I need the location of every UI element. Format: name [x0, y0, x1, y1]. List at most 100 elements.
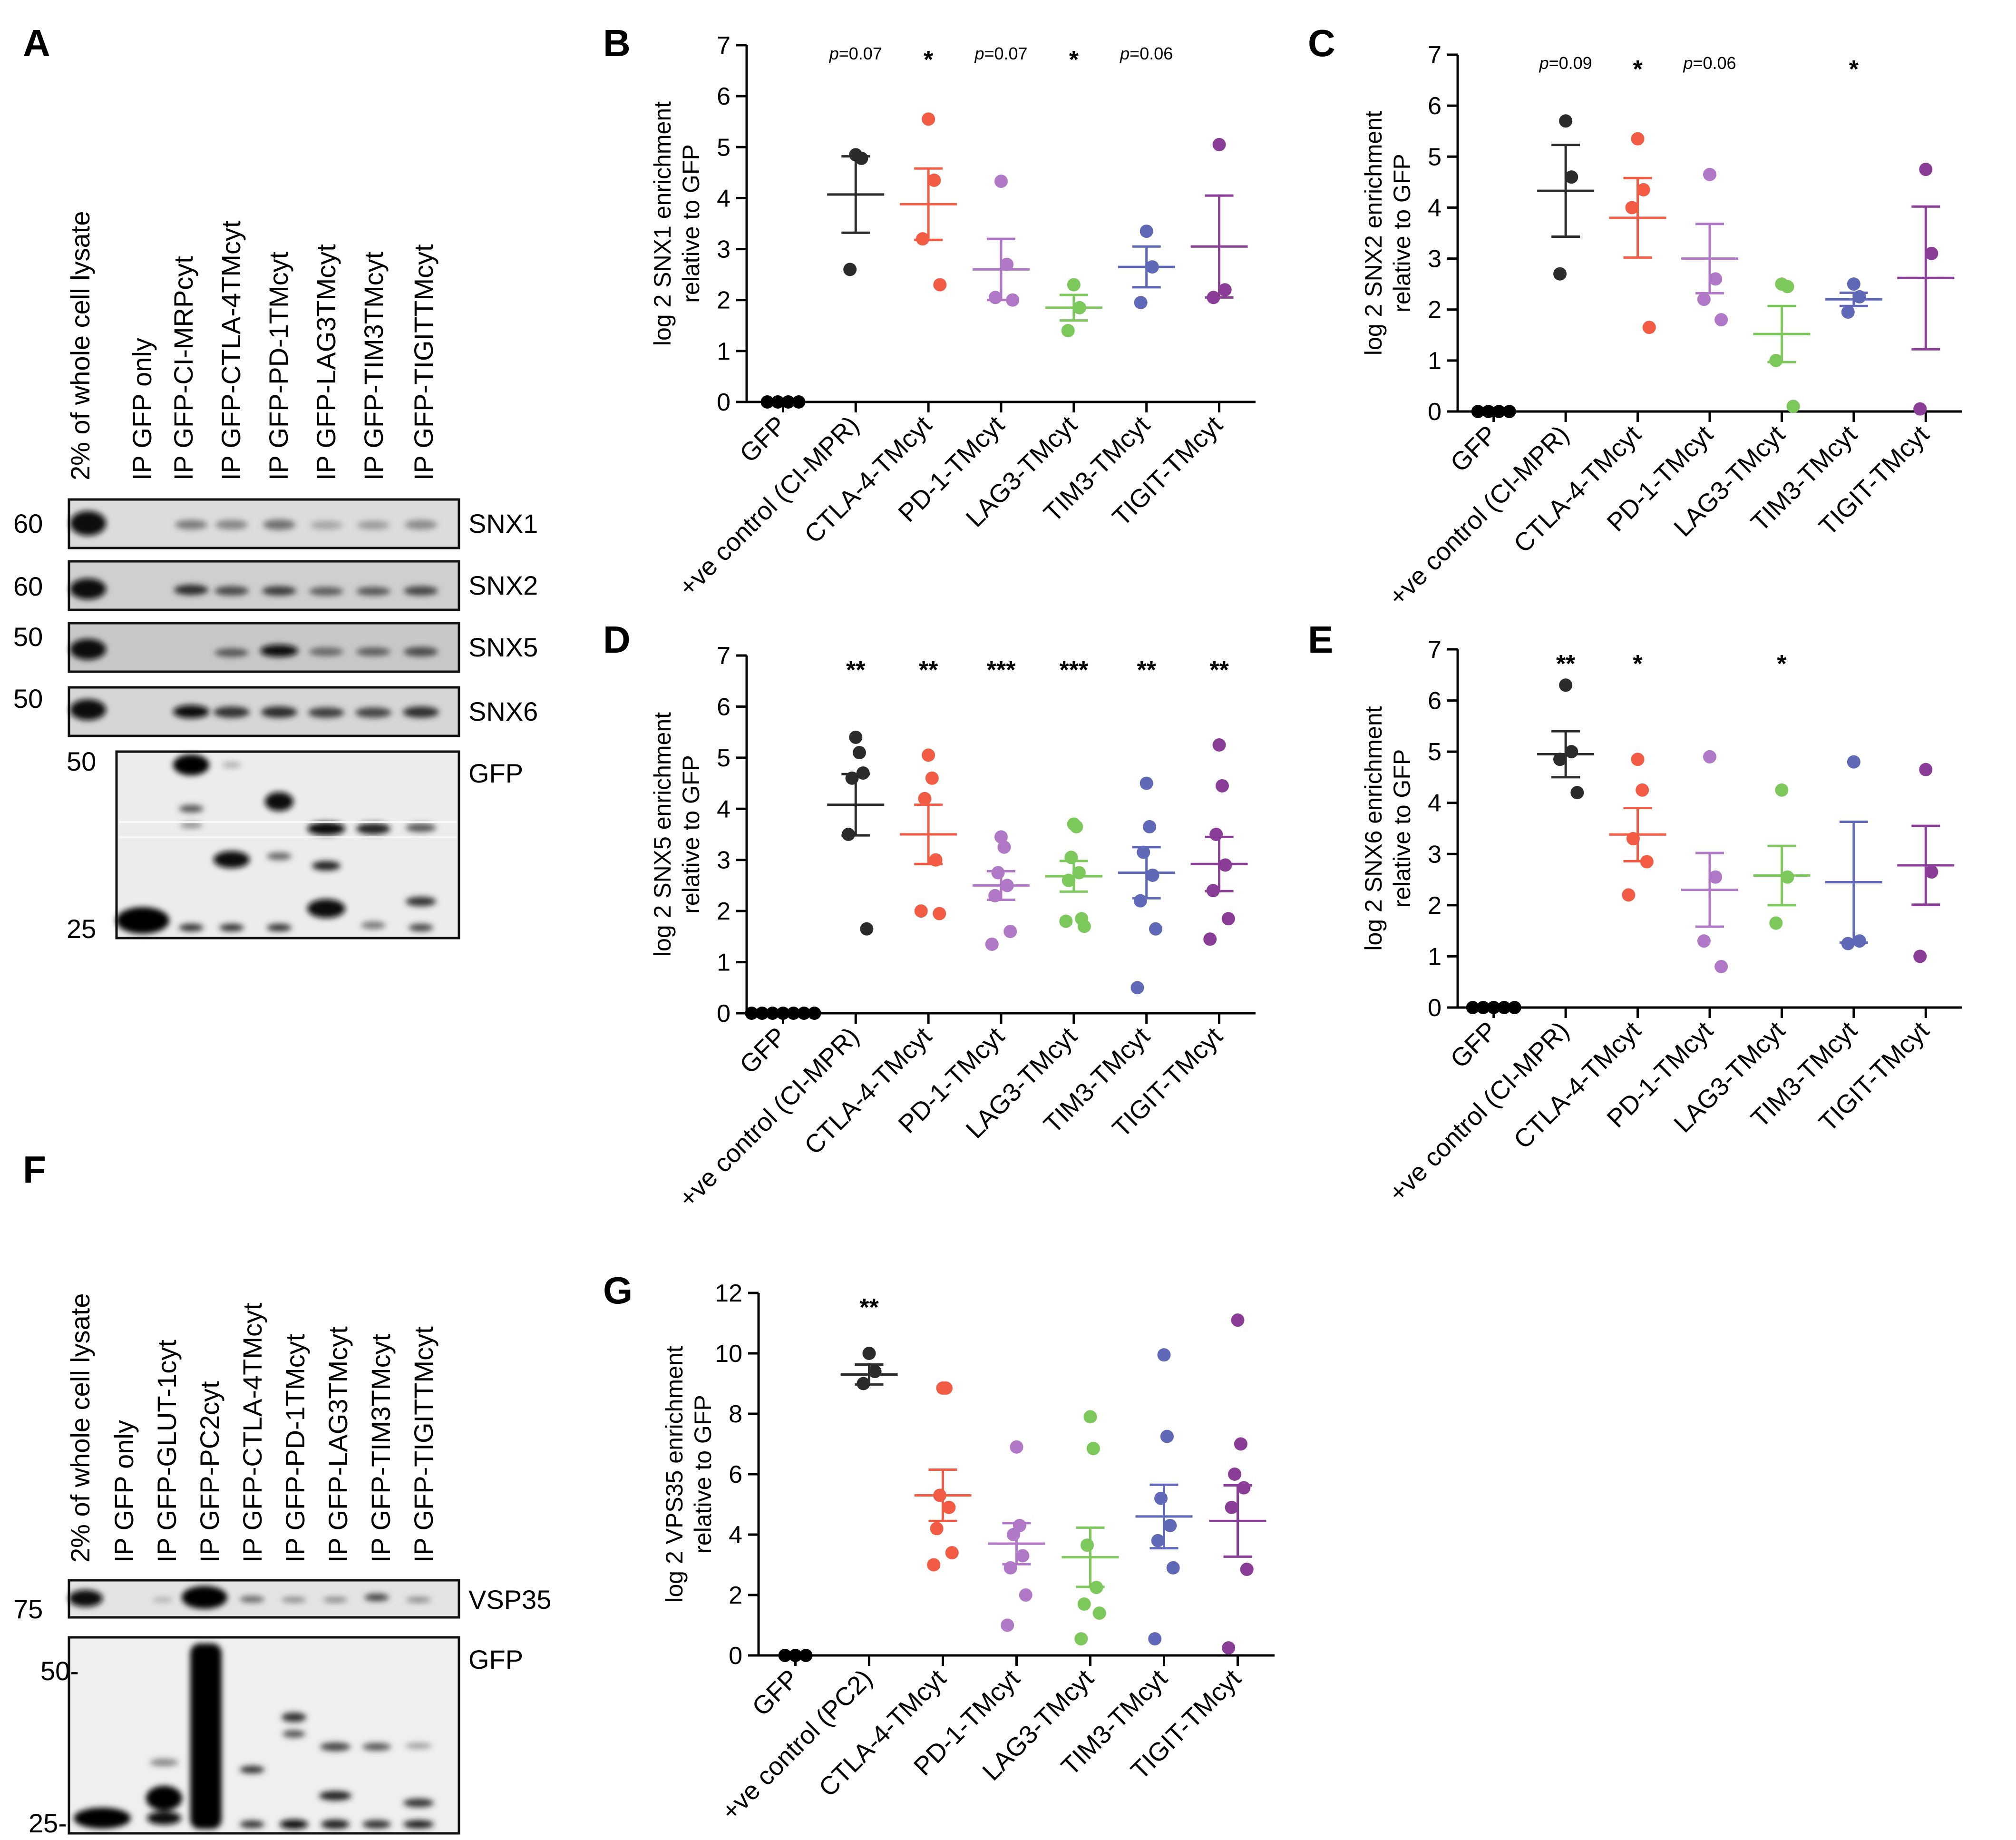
data-point — [1502, 405, 1516, 418]
lane-label: IP GFP-TIM3TMcyt — [359, 251, 389, 480]
marker-snx5: 50 — [13, 622, 43, 652]
data-point — [792, 395, 806, 409]
data-point — [1225, 1500, 1238, 1514]
data-point — [1228, 1468, 1242, 1481]
data-point — [1212, 137, 1226, 151]
data-point — [918, 792, 932, 805]
y-tick-label: 3 — [1428, 245, 1441, 273]
data-point — [1703, 167, 1716, 181]
x-tick-label: GFP — [1445, 420, 1502, 478]
data-point — [933, 907, 946, 920]
significance-label: ** — [919, 656, 938, 684]
data-point — [849, 730, 863, 744]
data-point — [1636, 183, 1650, 196]
lane-label: IP GFP-TIM3TMcyt — [366, 1333, 396, 1563]
lane-label: IP GFP-PC2cyt — [195, 1381, 224, 1563]
data-point — [1234, 1437, 1247, 1451]
data-point — [1508, 1001, 1521, 1014]
data-point — [1631, 132, 1645, 146]
data-point — [1492, 405, 1506, 418]
data-point — [1148, 1632, 1162, 1646]
data-point — [860, 922, 874, 936]
data-point — [1218, 283, 1232, 297]
lane-label: 2% of whole cell lysate — [65, 211, 95, 480]
significance-label: ** — [1209, 656, 1229, 684]
blot-label-gfp-f: GFP — [468, 1644, 523, 1674]
data-point — [1697, 934, 1711, 948]
data-point — [1143, 820, 1157, 833]
y-tick-label: 2 — [1428, 892, 1441, 920]
data-point — [1775, 783, 1789, 797]
data-point — [1769, 916, 1783, 930]
data-point — [933, 278, 947, 292]
lane-label: IP GFP-TIGITTMcyt — [409, 244, 438, 480]
panel-letter-d: D — [603, 618, 631, 661]
y-tick-label: 3 — [717, 236, 730, 264]
data-point — [1703, 750, 1716, 763]
data-point — [1781, 870, 1794, 884]
marker-snx1: 60 — [13, 509, 43, 538]
lane-label: IP GFP-CTLA-4TMcyt — [237, 1302, 267, 1563]
significance-label: * — [1633, 56, 1643, 83]
data-point — [1476, 1001, 1490, 1014]
y-tick-label: 2 — [717, 287, 730, 314]
y-tick-label: 2 — [729, 1582, 742, 1609]
data-point — [843, 263, 857, 276]
y-tick-label: 7 — [1428, 41, 1441, 69]
data-point — [778, 1649, 792, 1662]
y-tick-label: 1 — [1428, 943, 1441, 970]
y-tick-label: 6 — [729, 1461, 742, 1488]
y-tick-label: 0 — [717, 389, 730, 416]
data-point — [991, 866, 1005, 880]
data-point — [787, 1007, 800, 1020]
significance-label: p=0.07 — [974, 44, 1027, 63]
data-point — [766, 1007, 779, 1020]
data-point — [1925, 246, 1938, 260]
data-point — [1203, 932, 1217, 946]
chart-g: 0 2 4 6 8 10 12 log 2 VPS35 enrichment relative … — [661, 1280, 1275, 1826]
y-tick-label: 1 — [717, 338, 730, 365]
data-point — [1003, 925, 1017, 939]
data-point — [760, 395, 774, 409]
data-point — [994, 175, 1008, 188]
y-axis-label: relative to GFP — [690, 1395, 716, 1553]
data-point — [1625, 201, 1639, 215]
marker-gfp-25: 25 — [67, 914, 96, 944]
western-blot-f: 2% of whole cell lysate IP GFP only IP GFP… — [13, 1293, 551, 1838]
data-point — [1019, 1588, 1032, 1602]
significance-label: ** — [1137, 656, 1156, 684]
data-point — [808, 1007, 821, 1020]
data-point — [994, 830, 1008, 844]
data-point — [1231, 1313, 1245, 1327]
data-point — [927, 1558, 941, 1572]
data-point — [1642, 321, 1656, 334]
panel-letter-c: C — [1308, 22, 1335, 64]
data-point — [755, 1007, 769, 1020]
x-tick-label: CTLA-4-TMcyt — [1508, 420, 1646, 558]
data-point — [1215, 779, 1229, 793]
lane-label: IP GFP only — [109, 1420, 139, 1563]
data-point — [1001, 1618, 1014, 1632]
lane-label: IP GFP-PD-1TMcyt — [263, 251, 293, 480]
blot-gfp-f — [68, 1636, 460, 1835]
significance-label: ** — [846, 656, 866, 684]
y-tick-label: 6 — [1428, 92, 1441, 120]
y-tick-label: 4 — [717, 795, 730, 823]
data-point — [1139, 776, 1153, 790]
significance-label: * — [1777, 650, 1787, 678]
data-point — [1709, 870, 1723, 884]
x-tick-label: CTLA-4-TMcyt — [799, 1022, 937, 1160]
data-point — [1007, 1528, 1021, 1541]
data-point — [1154, 1491, 1168, 1505]
data-point — [1070, 820, 1083, 833]
data-point — [1714, 313, 1728, 327]
data-point — [1086, 1442, 1100, 1456]
x-tick-label: CTLA-4-TMcyt — [1508, 1016, 1646, 1155]
x-tick-label: GFP — [747, 1664, 804, 1722]
y-tick-label: 2 — [1428, 296, 1441, 324]
blot-label-snx6: SNX6 — [468, 696, 538, 726]
data-point — [1059, 914, 1073, 928]
data-point — [1240, 1563, 1254, 1576]
y-tick-label: 3 — [1428, 841, 1441, 868]
